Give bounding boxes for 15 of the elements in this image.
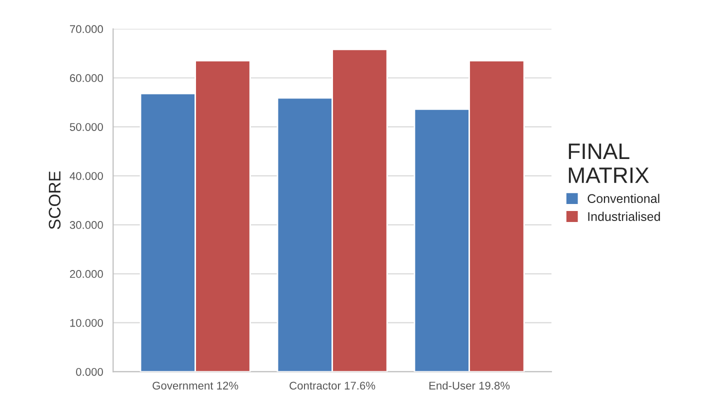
y-tick-label: 0.000 — [76, 368, 103, 376]
legend-title: FINAL MATRIX — [568, 144, 649, 183]
x-tick-label: Contractor 17.6% — [290, 382, 376, 390]
x-tick-label: End-User 19.8% — [429, 381, 510, 390]
y-tick-label: 30.000 — [70, 221, 103, 229]
legend-label: Conventional — [588, 194, 660, 204]
y-tick-label: 20.000 — [70, 270, 103, 278]
y-tick-label: 60.000 — [70, 74, 103, 82]
y-tick-label: 50.000 — [70, 123, 103, 131]
x-tick-label: Government 12% — [152, 382, 238, 390]
y-tick-label: 10.000 — [70, 318, 103, 327]
y-axis-title: SCORE — [48, 171, 61, 230]
y-tick-label: 70.000 — [70, 25, 103, 34]
y-tick-label: 40.000 — [70, 172, 103, 180]
legend-label: Industrialised — [588, 212, 660, 221]
